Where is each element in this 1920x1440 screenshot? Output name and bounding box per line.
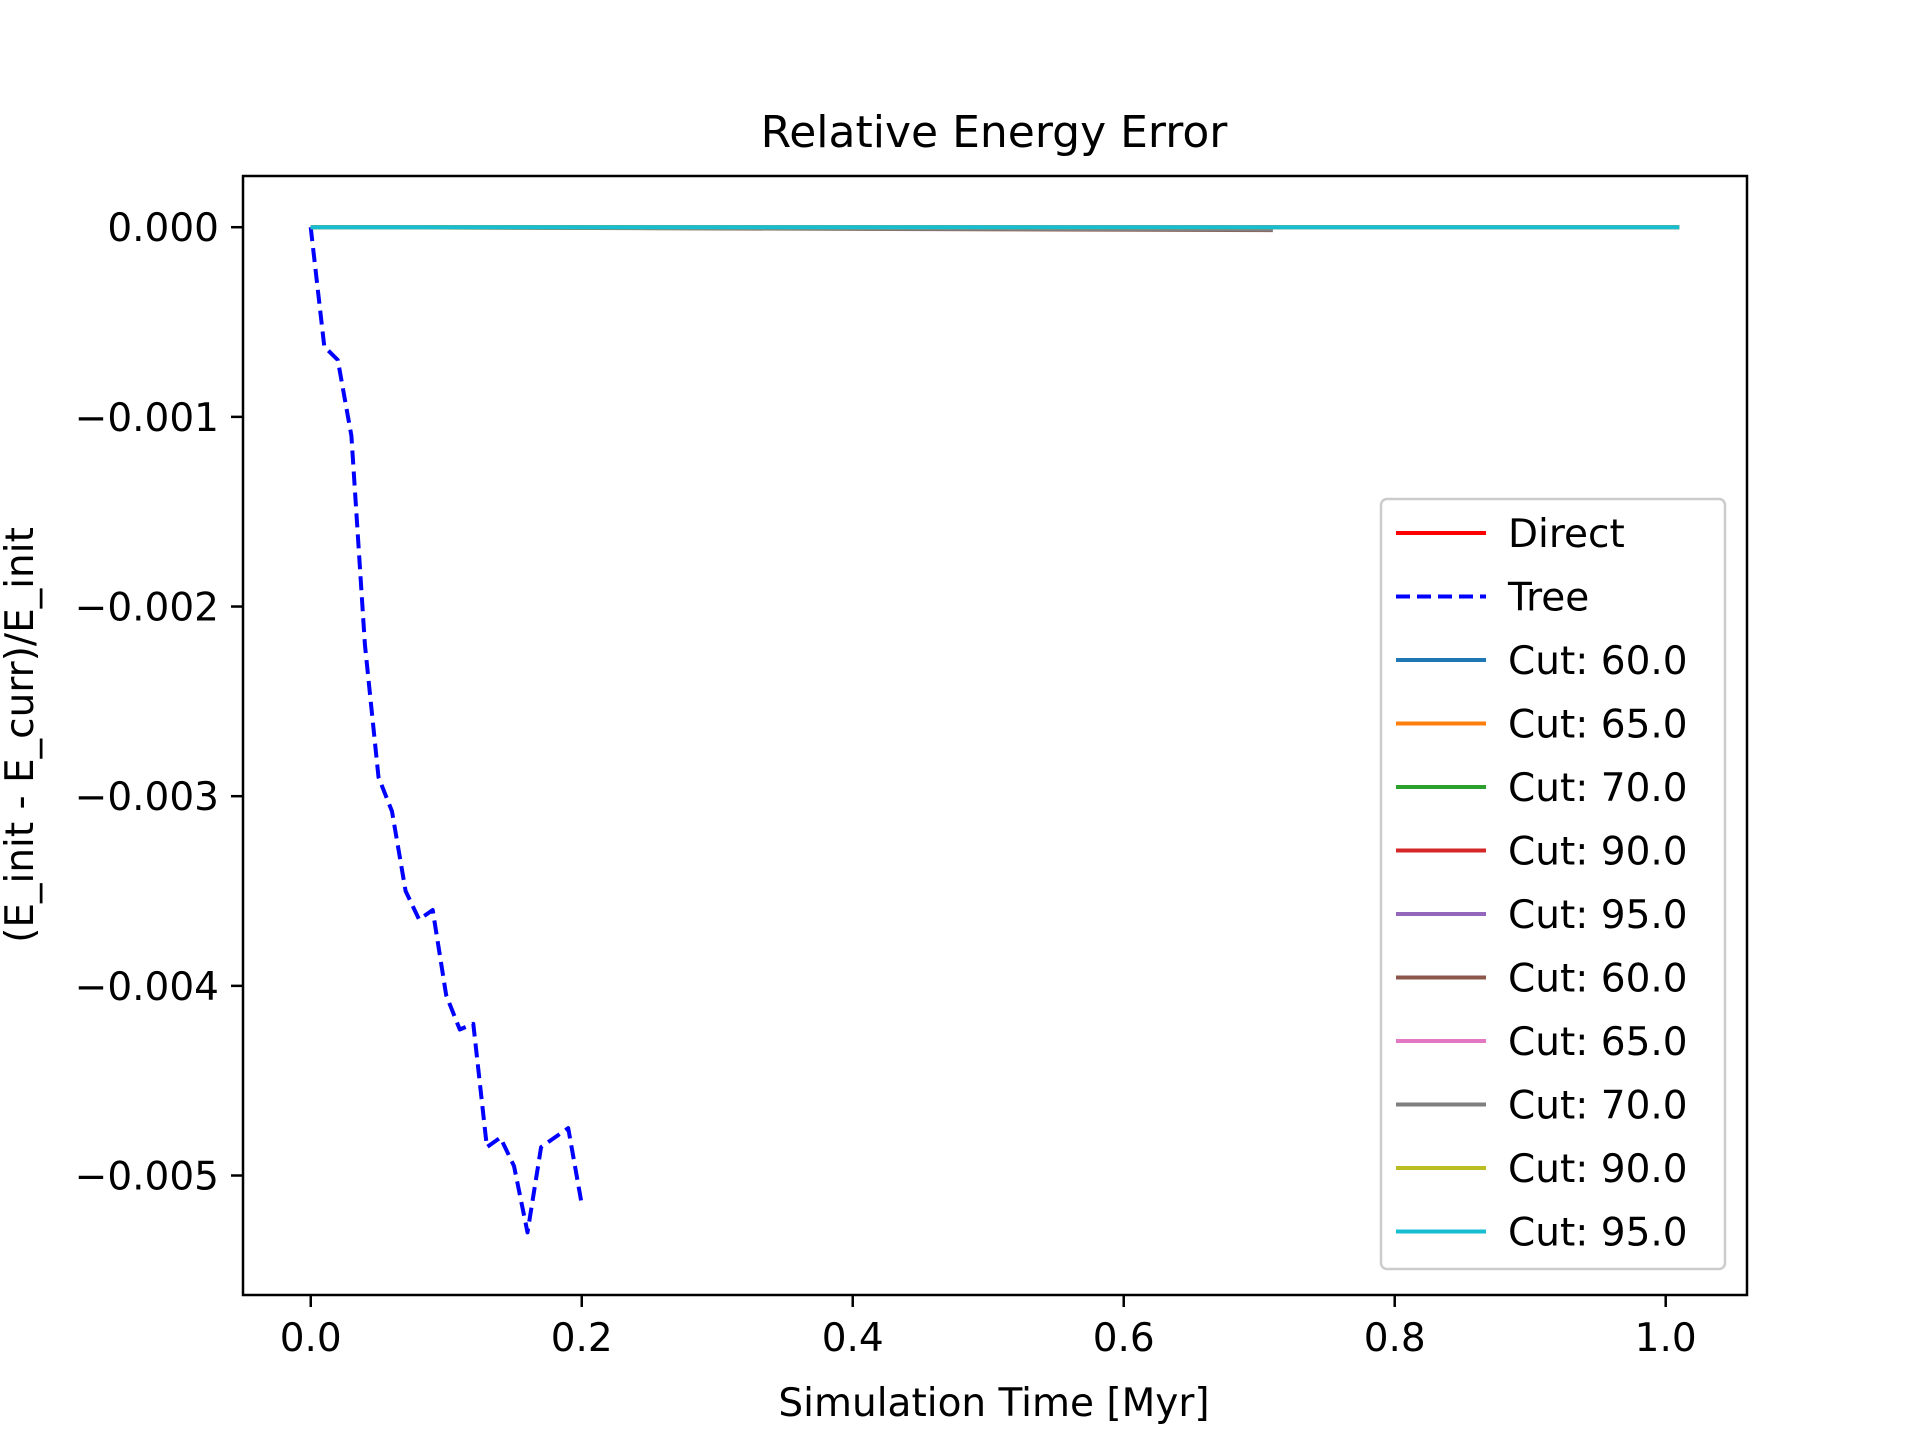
legend-label: Cut: 65.0 — [1508, 703, 1688, 748]
legend-label: Cut: 60.0 — [1508, 639, 1688, 684]
plot-series — [308, 225, 1680, 1235]
x-tick-label: 0.4 — [822, 1316, 884, 1361]
legend-label: Cut: 70.0 — [1508, 1084, 1688, 1129]
y-axis-label: (E_init - E_curr)/E_init — [0, 527, 43, 943]
legend-label: Cut: 95.0 — [1508, 893, 1688, 938]
x-axis-label: Simulation Time [Myr] — [778, 1381, 1209, 1426]
legend-label: Cut: 70.0 — [1508, 766, 1688, 811]
x-tick-label: 0.6 — [1093, 1316, 1155, 1361]
legend: Direct Tree Cut: 60.0 Cut: 65.0 Cut: 70.0 Cut… — [1379, 497, 1727, 1271]
x-tick-label: 1.0 — [1635, 1316, 1697, 1361]
legend-label: Cut: 90.0 — [1508, 1147, 1688, 1192]
x-tick-label: 0.2 — [551, 1316, 613, 1361]
legend-box — [1379, 497, 1727, 1271]
axes-frame — [241, 174, 1749, 1297]
legend-label: Direct — [1508, 512, 1625, 557]
legend-label: Tree — [1507, 576, 1589, 621]
y-tick-label: −0.005 — [75, 1155, 219, 1200]
y-tick-label: −0.004 — [75, 965, 219, 1010]
y-tick-label: −0.001 — [75, 396, 219, 441]
chart-title: Relative Energy Error — [761, 107, 1229, 158]
legend-label: Cut: 65.0 — [1508, 1020, 1688, 1065]
legend-label: Cut: 90.0 — [1508, 830, 1688, 875]
y-tick-label: −0.002 — [75, 586, 219, 631]
legend-label: Cut: 95.0 — [1508, 1211, 1688, 1256]
y-tick-label: 0.000 — [107, 206, 219, 251]
x-tick-label: 0.8 — [1364, 1316, 1426, 1361]
y-axis: 0.000 −0.001 −0.002 −0.003 −0.004 −0.005 — [75, 206, 243, 1200]
y-tick-label: −0.003 — [75, 775, 219, 820]
x-tick-label: 0.0 — [280, 1316, 342, 1361]
series-line-1 — [308, 226, 584, 1235]
legend-label: Cut: 60.0 — [1508, 957, 1688, 1002]
x-axis: 0.0 0.2 0.4 0.6 0.8 1.0 — [280, 1295, 1697, 1361]
